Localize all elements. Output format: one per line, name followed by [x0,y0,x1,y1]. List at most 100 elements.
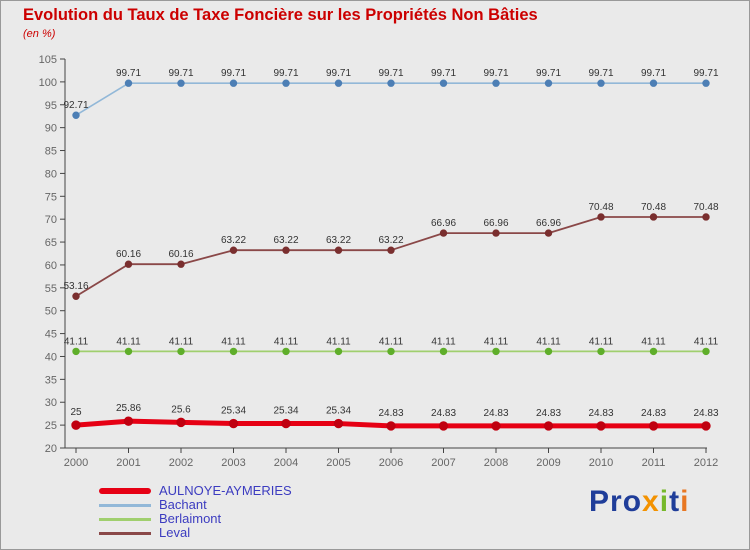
svg-text:41.11: 41.11 [431,336,456,347]
svg-text:99.71: 99.71 [641,68,666,79]
series-marker [492,347,500,356]
svg-text:24.83: 24.83 [536,408,561,419]
series-marker [492,229,500,237]
svg-text:30: 30 [45,397,57,409]
series-line-1 [75,82,707,117]
svg-text:90: 90 [45,123,57,135]
svg-text:80: 80 [45,168,57,180]
svg-text:99.71: 99.71 [693,68,718,79]
svg-text:63.22: 63.22 [326,235,351,246]
svg-text:70: 70 [45,214,57,226]
svg-text:99.71: 99.71 [221,68,246,79]
legend-swatch-leval [99,531,151,535]
series-marker [597,79,605,87]
series-marker [229,79,238,87]
svg-text:99.71: 99.71 [273,68,298,79]
svg-text:25.34: 25.34 [326,406,351,417]
series-marker [176,417,186,428]
series-marker [597,347,605,356]
logo-letter: x [642,485,660,518]
svg-text:25: 25 [70,407,82,418]
svg-text:41.11: 41.11 [274,336,299,347]
svg-text:2006: 2006 [379,457,403,469]
series-marker [439,347,448,356]
svg-text:99.71: 99.71 [168,68,193,79]
legend-label: AULNOYE-AYMERIES [159,483,292,498]
svg-text:24.83: 24.83 [483,408,508,419]
series-marker [281,418,291,429]
svg-text:24.83: 24.83 [378,408,403,419]
svg-text:2012: 2012 [694,457,718,469]
svg-text:99.71: 99.71 [536,68,561,79]
series-marker [282,347,290,356]
svg-text:85: 85 [45,146,57,158]
svg-text:24.83: 24.83 [693,408,718,419]
series-marker [72,292,80,300]
legend-item-bachant: Bachant [99,498,292,512]
svg-text:50: 50 [45,306,57,318]
svg-text:100: 100 [39,77,57,89]
legend-label: Leval [159,525,191,540]
logo-letter: i [659,485,670,518]
series-marker [544,79,553,87]
svg-text:60: 60 [45,260,57,272]
svg-text:41.11: 41.11 [589,336,614,347]
series-marker [282,79,290,87]
svg-text:2002: 2002 [169,457,193,469]
series-marker [491,421,501,431]
svg-text:41.11: 41.11 [169,336,194,347]
legend-swatch-aulnoye-aymeries [99,488,151,494]
legend-swatch-bachant [99,503,151,507]
series-marker [648,421,659,431]
proxiti-logo: Proxiti [589,485,689,519]
series-marker [702,213,710,221]
series-marker [229,347,238,356]
series-marker [72,347,80,356]
series-marker [123,416,134,426]
series-marker [228,418,239,429]
svg-text:2005: 2005 [326,457,350,469]
svg-text:65: 65 [45,237,57,249]
svg-text:24.83: 24.83 [431,408,456,419]
svg-text:2011: 2011 [642,457,666,469]
svg-text:45: 45 [45,329,57,341]
svg-text:25.34: 25.34 [221,406,246,417]
svg-text:63.22: 63.22 [221,235,246,246]
svg-text:105: 105 [39,54,57,66]
series-marker [334,246,343,254]
series-marker [124,347,133,356]
svg-text:35: 35 [45,374,57,386]
svg-text:24.83: 24.83 [641,408,666,419]
svg-text:60.16: 60.16 [116,249,141,260]
series-marker [387,79,395,87]
chart-subtitle: (en %) [23,28,56,40]
series-marker [124,79,133,87]
svg-text:2008: 2008 [484,457,508,469]
svg-text:99.71: 99.71 [378,68,403,79]
svg-text:25.34: 25.34 [273,406,298,417]
series-marker [544,347,553,356]
svg-text:2000: 2000 [64,457,88,469]
svg-text:66.96: 66.96 [483,218,508,229]
svg-text:25: 25 [45,420,57,432]
series-marker [177,79,185,87]
legend-swatch-berlaimont [99,517,151,521]
series-marker [334,79,343,87]
series-marker [702,347,710,356]
svg-text:99.71: 99.71 [116,68,141,79]
series-marker [701,421,711,431]
series-marker [282,246,290,254]
svg-text:70.48: 70.48 [588,202,613,213]
logo-letter: o [622,485,643,518]
series-marker [439,229,448,237]
series-marker [544,229,553,237]
svg-text:41.11: 41.11 [116,336,141,347]
series-marker [649,79,658,87]
svg-text:53.16: 53.16 [63,281,88,292]
svg-text:2010: 2010 [589,457,613,469]
legend-item-aulnoye-aymeries: AULNOYE-AYMERIES [99,484,292,498]
svg-text:25.86: 25.86 [116,403,141,414]
legend-label: Bachant [159,497,207,512]
svg-text:25.6: 25.6 [171,404,191,415]
svg-text:41.11: 41.11 [641,336,666,347]
